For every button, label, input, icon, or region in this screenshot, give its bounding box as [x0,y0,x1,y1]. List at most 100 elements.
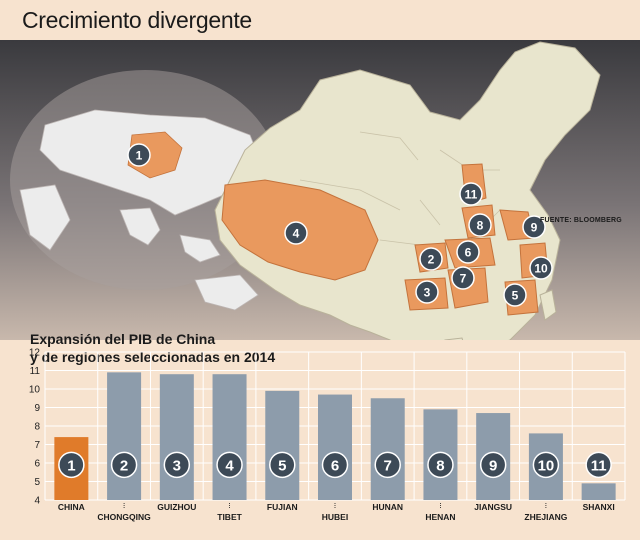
map-marker-9: 9 [522,215,546,239]
map-marker-label: 1 [136,149,143,163]
chart-subtitle: Expansión del PIB de China y de regiones… [30,330,275,366]
bar-shanxi [581,483,616,500]
chart-bars: 1 2 3 4 5 6 7 8 9 10 11 [54,372,616,500]
map-marker-circle [451,266,475,290]
map-marker-6: 6 [456,240,480,264]
map-marker-circle [529,256,553,280]
y-tick-label: 4 [34,496,40,507]
australia-landmass [194,274,259,311]
bar-badge-label: 11 [591,457,607,474]
map-marker-2: 2 [419,247,443,271]
map-marker-label: 6 [465,246,472,260]
world-inset [10,70,280,311]
map-markers: 1 2 3 4 5 6 7 8 9 10 11 [127,143,553,307]
category-label: HUBEI [322,512,348,522]
map-marker-label: 3 [424,286,431,300]
bar-badge-label: 2 [120,457,128,474]
map-marker-11: 11 [459,182,483,206]
map-marker-1: 1 [127,143,151,167]
category-label: SHANXI [583,502,615,512]
category-label: HUNAN [372,502,403,512]
y-tick-label: 6 [34,459,40,470]
africa-landmass [19,184,71,251]
category-label: JIANGSU [474,502,512,512]
bar-badge-label: 10 [538,457,555,474]
map-marker-label: 4 [293,227,300,241]
bar-badge-circle [479,451,507,479]
bar-badge-circle [269,451,296,479]
map-marker-circle [127,143,151,167]
subtitle-line-2: y de regiones seleccionadas en 2014 [30,349,276,365]
bar-guizhou [159,374,194,500]
map-marker-label: 10 [534,262,548,276]
map-marker-label: 9 [531,221,538,235]
category-label: HENAN [425,512,455,522]
map-marker-circle [419,247,443,271]
map-marker-circle [456,240,480,264]
bar-hunan [370,398,405,500]
taiwan-island [539,289,557,321]
category-label: CHONGQING [97,512,151,522]
map-marker-10: 10 [529,256,553,280]
map-marker-circle [284,221,308,245]
category-label: GUIZHOU [157,502,196,512]
category-labels: CHINA CHONGQING GUIZHOU TIBET FUJIAN HUBEI HUN… [58,502,615,522]
map-panel: 1 2 3 4 5 6 7 8 9 10 11 Expansión del PIB de China… [0,40,640,365]
map-marker-8: 8 [468,213,492,237]
y-tick-label: 8 [34,422,40,433]
bar-hubei [318,394,352,500]
bar-badge-circle [58,451,85,479]
bar-badge-label: 8 [436,457,444,474]
bar-badge-circle [374,451,401,479]
map-marker-circle [503,283,527,307]
bar-chongqing [107,372,142,500]
map-marker-5: 5 [503,283,527,307]
map-marker-4: 4 [284,221,308,245]
bar-badge-label: 4 [225,457,234,474]
bar-fujian [265,390,300,500]
bar-badge-circle [321,451,349,479]
bar-badge-circle [427,451,454,479]
category-label: ZHEJIANG [524,512,567,522]
map-marker-label: 11 [465,188,478,202]
map-marker-label: 8 [477,219,484,233]
india-landmass [119,207,161,246]
bar-badge-label: 9 [489,457,497,474]
y-tick-label: 10 [29,385,41,396]
bar-badge-circle [163,451,191,479]
bar-badge-label: 7 [384,457,392,474]
map-marker-3: 3 [415,280,439,304]
y-tick-label: 11 [30,366,41,377]
bar-badge-circle [110,451,138,479]
map-marker-label: 2 [428,253,435,267]
bar-badge-label: 6 [331,457,339,474]
map-marker-circle [468,213,492,237]
map-marker-label: 7 [460,272,467,286]
bar-badge-label: 1 [67,457,75,474]
map-marker-circle [459,182,483,206]
source-note: FUENTE: BLOOMBERG [540,217,622,224]
y-tick-label: 12 [29,348,41,359]
y-tick-label: 5 [34,477,40,488]
subtitle-line-1: Expansión del PIB de China [30,331,216,347]
china-inset-shape [127,131,183,179]
bar-badge-circle [532,451,560,479]
category-label: FUJIAN [267,502,298,512]
bar-badge-circle [216,451,243,479]
bar-tibet [212,374,247,500]
map-marker-circle [415,280,439,304]
bar-badge-label: 5 [278,457,286,474]
bar-badge-label: 3 [173,457,181,474]
y-axis-ticks: 4 5 6 7 8 9 10 11 12 [29,348,41,507]
map-marker-7: 7 [451,266,475,290]
map-marker-circle [522,215,546,239]
map-marker-label: 5 [512,289,519,303]
bar-badge-circle [585,451,612,479]
y-tick-label: 9 [34,403,40,414]
indonesia-landmass [179,234,221,263]
category-label: TIBET [217,512,242,522]
y-tick-label: 7 [34,440,40,451]
category-label: CHINA [58,502,85,512]
